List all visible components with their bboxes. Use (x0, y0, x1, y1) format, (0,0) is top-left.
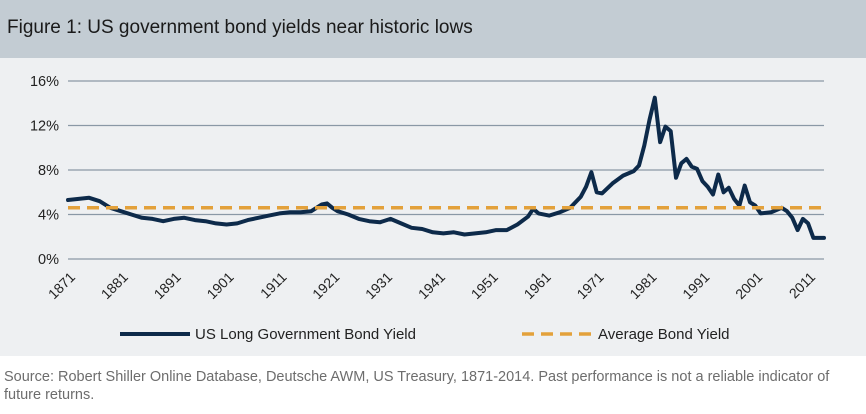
y-tick-label: 16% (30, 74, 59, 90)
x-tick-label: 1971 (573, 269, 606, 302)
legend: US Long Government Bond Yield Average Bon… (120, 326, 730, 343)
x-tick-label: 1891 (151, 269, 184, 302)
x-tick-label: 2011 (786, 269, 819, 302)
x-tick-label: 1991 (679, 269, 712, 302)
x-tick-label: 1951 (468, 269, 501, 302)
y-tick-label: 8% (38, 163, 59, 179)
x-tick-label: 2001 (732, 269, 765, 302)
x-tick-label: 1871 (45, 269, 78, 302)
legend-label-bond-yield: US Long Government Bond Yield (195, 326, 416, 343)
x-tick-label: 1931 (362, 269, 395, 302)
x-tick-label: 1941 (415, 269, 448, 302)
source-note: Source: Robert Shiller Online Database, … (4, 369, 830, 403)
x-tick-label: 1911 (257, 269, 290, 302)
x-tick-label: 1981 (626, 269, 659, 302)
chart-title: Figure 1: US government bond yields near… (7, 17, 473, 38)
y-axis-tick-labels: 0% 4% 8% 12% 16% (30, 74, 59, 268)
y-tick-label: 12% (30, 119, 59, 135)
bond-yield-chart: 0% 4% 8% 12% 16% 1871 1881 1891 1901 1911 1921 193… (30, 74, 826, 343)
legend-label-average-yield: Average Bond Yield (598, 326, 730, 343)
y-tick-label: 0% (38, 252, 59, 268)
x-tick-label: 1881 (98, 269, 131, 302)
x-tick-label: 1901 (203, 269, 236, 302)
y-tick-label: 4% (38, 208, 59, 224)
series-layer (66, 95, 826, 240)
series-line-bond-yield (66, 95, 826, 240)
title-bar: Figure 1: US government bond yields near… (0, 0, 866, 58)
x-tick-label: 1961 (521, 269, 554, 302)
x-axis-tick-labels: 1871 1881 1891 1901 1911 1921 1931 1941 1951 1961… (45, 269, 819, 302)
x-tick-label: 1921 (309, 269, 342, 302)
